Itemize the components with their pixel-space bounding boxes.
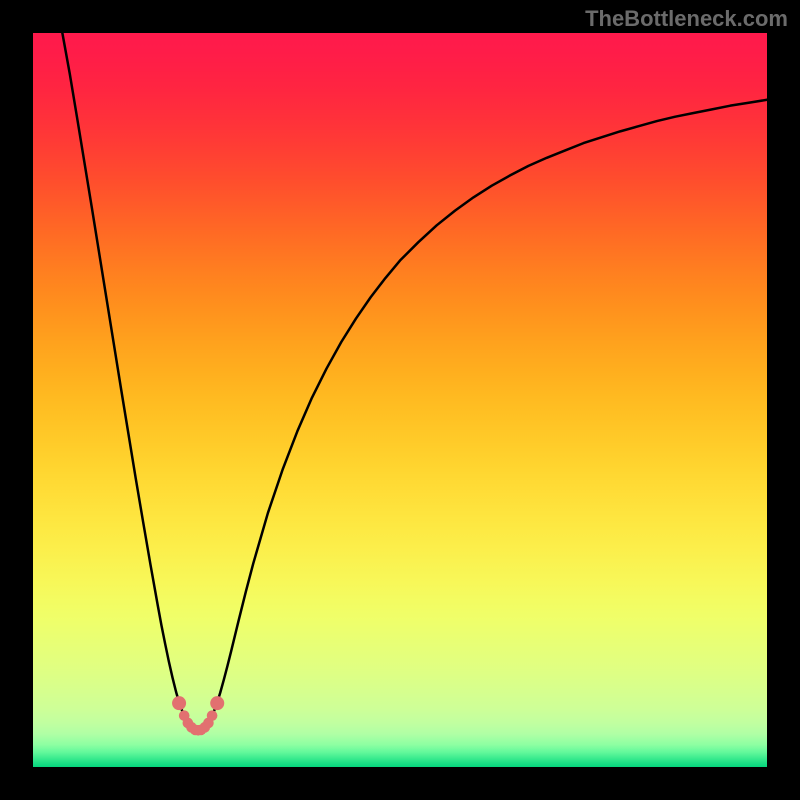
watermark-text: TheBottleneck.com — [585, 6, 788, 32]
curve-markers — [172, 696, 224, 735]
chart-stage: TheBottleneck.com — [0, 0, 800, 800]
plot-area — [33, 33, 767, 767]
curve-marker — [207, 710, 218, 721]
curve-marker — [172, 696, 186, 710]
bottleneck-curve — [62, 33, 767, 730]
curve-marker — [210, 696, 224, 710]
curve-layer — [33, 33, 767, 767]
